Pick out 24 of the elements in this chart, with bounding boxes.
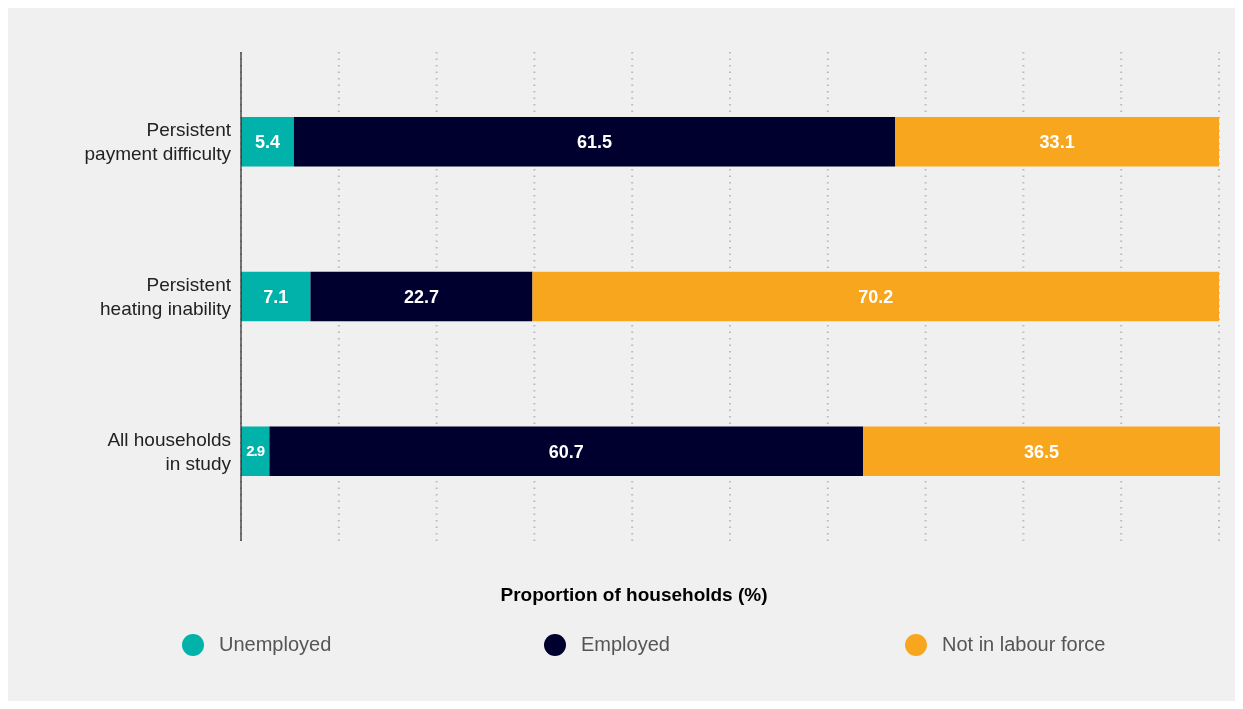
data-label: 2.9 <box>246 442 265 460</box>
data-label: 33.1 <box>1039 132 1075 153</box>
data-label: 22.7 <box>403 286 439 307</box>
y-tick-label: Persistent payment difficulty <box>84 119 232 165</box>
legend-label: Unemployed <box>219 633 332 655</box>
data-label: 70.2 <box>858 286 894 307</box>
bar <box>310 271 533 322</box>
y-tick-label: All households in study <box>107 428 232 474</box>
legend-label: Not in labour force <box>942 633 1106 655</box>
bar <box>241 271 311 322</box>
data-label: 5.4 <box>254 132 280 153</box>
y-tick-label: Persistent heating inability <box>100 274 232 320</box>
bar <box>863 426 1220 477</box>
legend-label: Employed <box>581 633 670 655</box>
data-label: 60.7 <box>548 441 584 462</box>
bar <box>293 116 896 167</box>
x-axis-title: Proportion of households (%) <box>500 584 768 605</box>
bar <box>269 426 864 477</box>
bar <box>241 116 294 167</box>
bar <box>895 116 1219 167</box>
bar <box>532 271 1219 322</box>
data-label: 61.5 <box>577 132 613 153</box>
data-label: 7.1 <box>263 286 289 307</box>
data-label: 36.5 <box>1023 441 1060 462</box>
